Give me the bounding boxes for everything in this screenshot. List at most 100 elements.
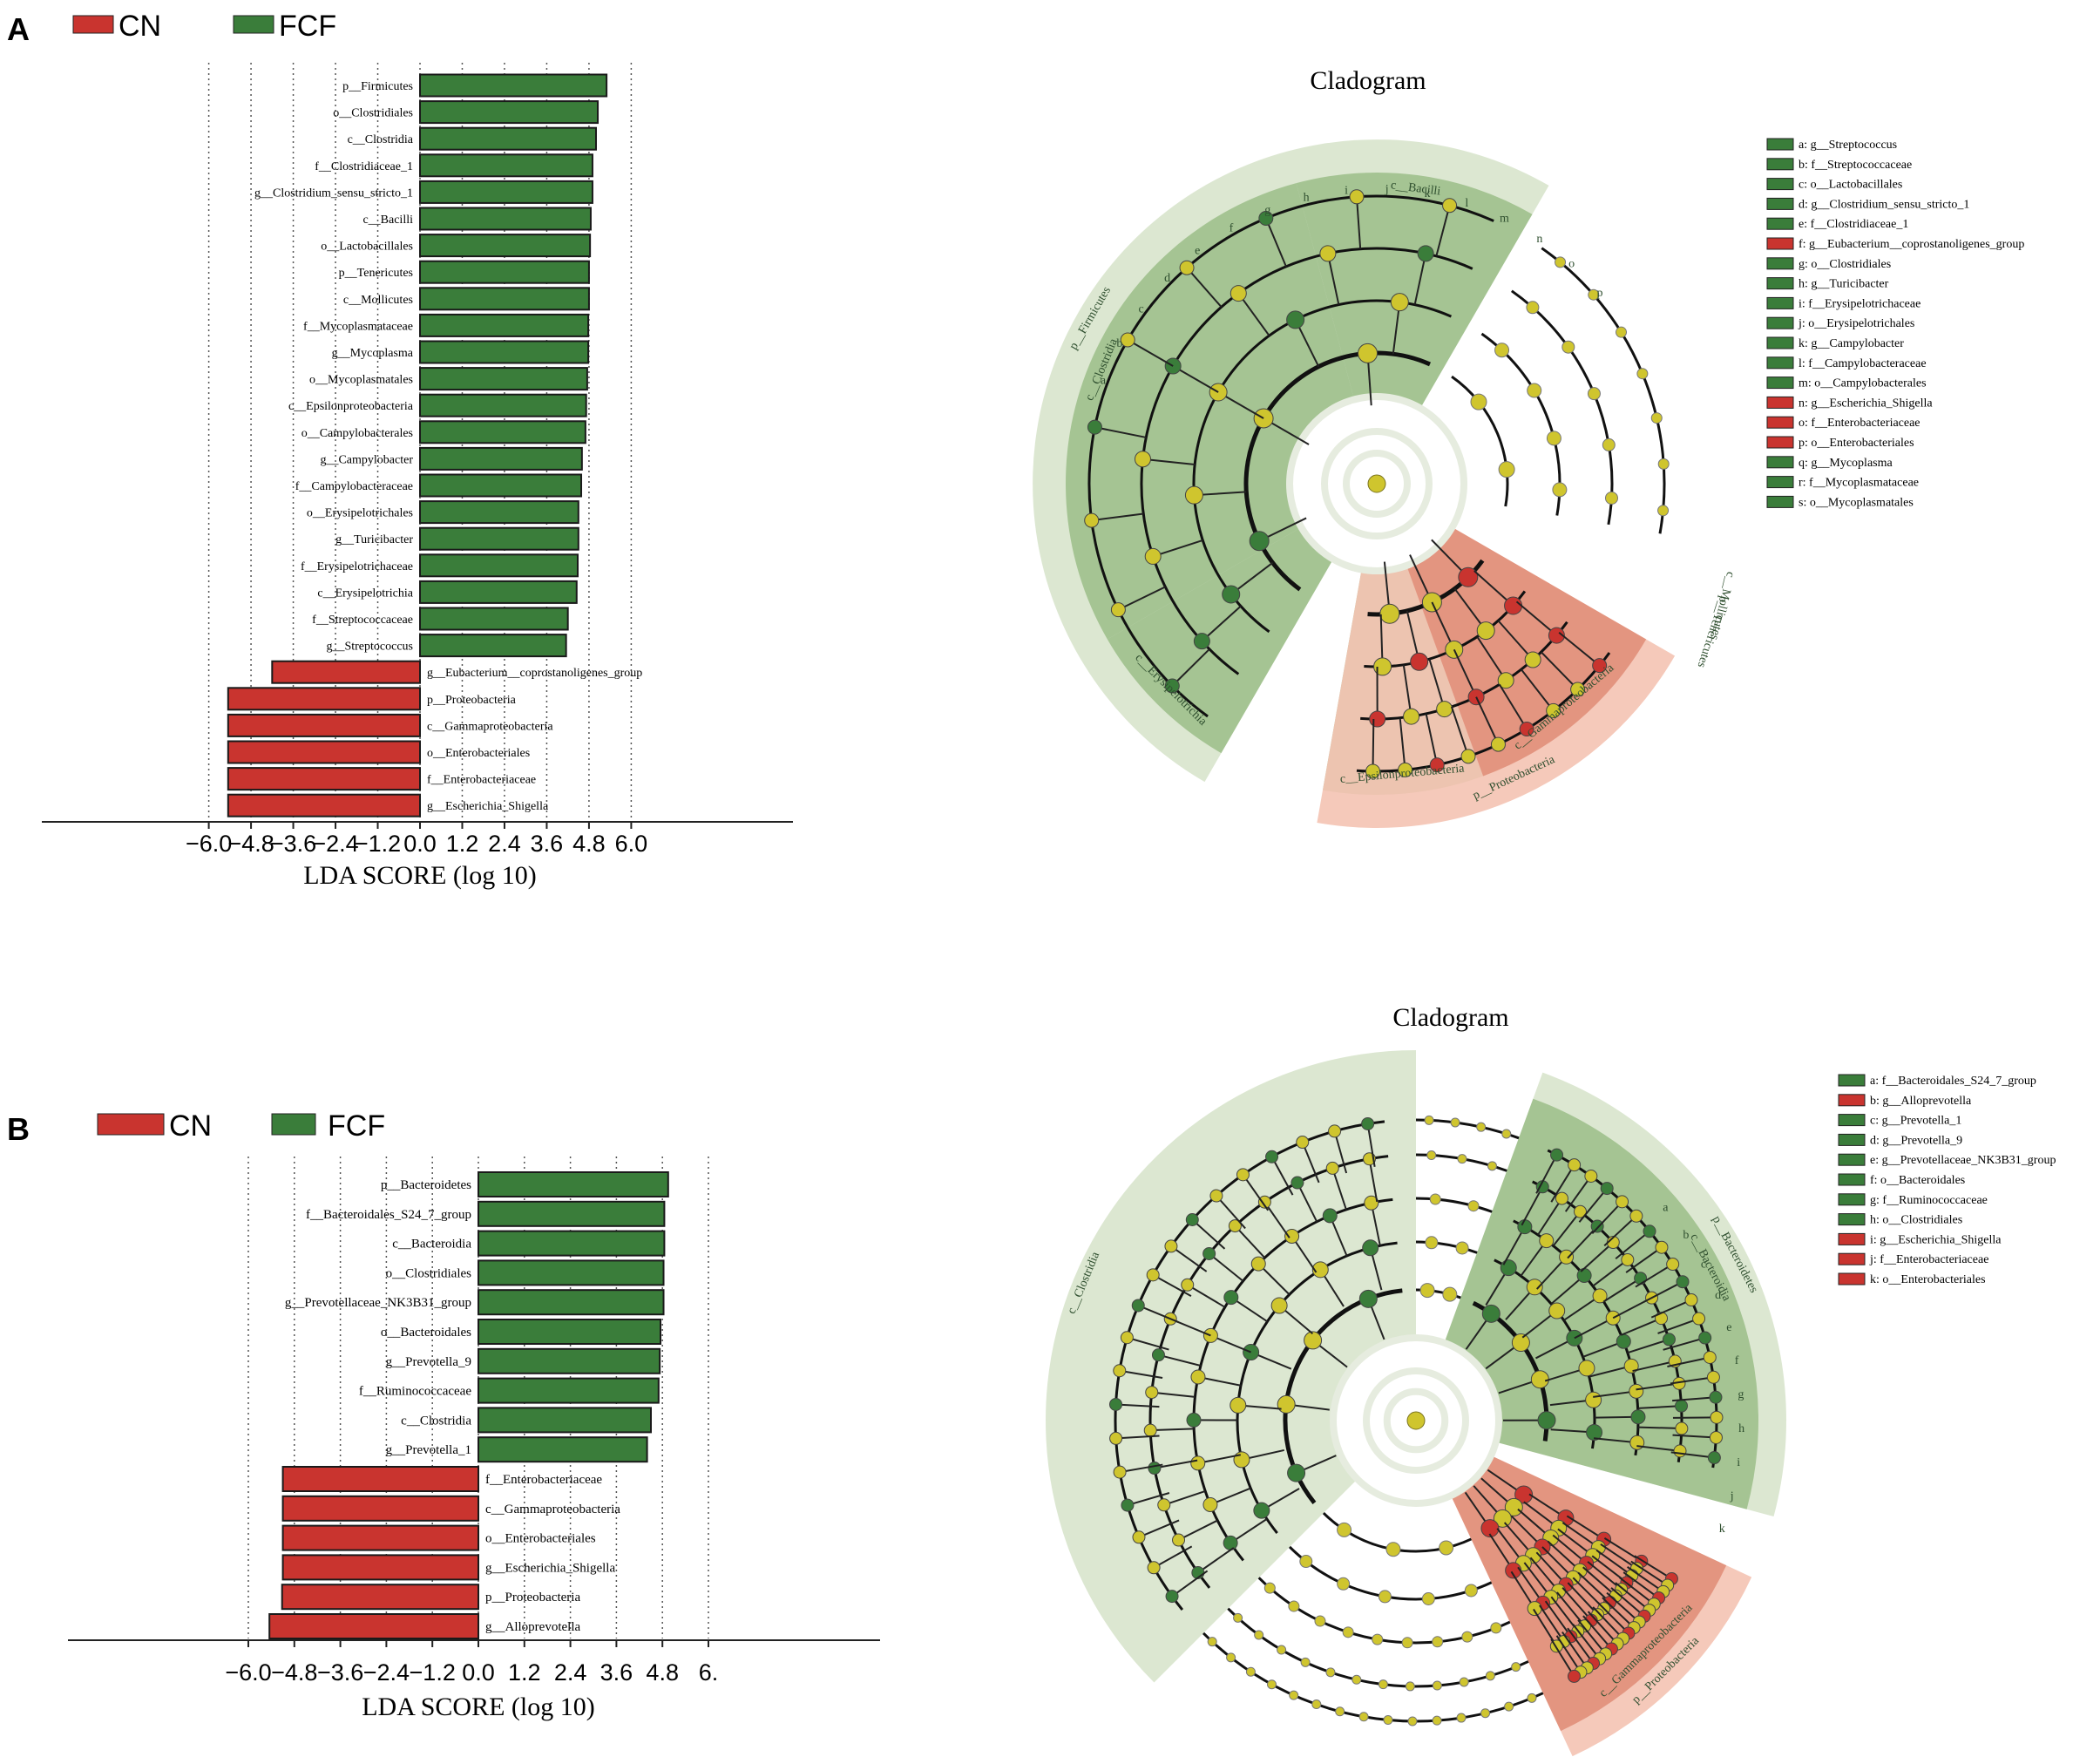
- taxon-node: [1383, 1715, 1393, 1726]
- bar: [281, 1524, 479, 1551]
- ring: [1383, 1387, 1449, 1454]
- taxon-node: [1233, 1451, 1250, 1469]
- bar-label: p__Tenericutes: [339, 267, 413, 280]
- taxon-node: [1311, 1261, 1329, 1279]
- taxon-node: [1369, 710, 1386, 728]
- branch: [1606, 1591, 1640, 1623]
- branch: [1650, 1299, 1692, 1319]
- taxon-node: [1458, 566, 1479, 587]
- branch: [1627, 1338, 1670, 1354]
- taxon-node: [1289, 1690, 1299, 1700]
- taxon-node: [1172, 1533, 1186, 1547]
- bar-label: c__Erysipelotrichia: [317, 587, 413, 600]
- branch: [1435, 205, 1451, 257]
- taxon-node: [1337, 1577, 1351, 1591]
- bar: [271, 660, 421, 684]
- branch: [1152, 1274, 1192, 1297]
- branch: [1333, 1130, 1348, 1174]
- taxon-node: [1365, 763, 1381, 779]
- taxon-node: [1254, 1630, 1264, 1640]
- taxon-node: [1277, 1394, 1296, 1414]
- taxon-node: [1590, 1219, 1604, 1233]
- taxon-node: [1616, 1195, 1629, 1209]
- bar: [419, 393, 587, 417]
- legend-swatch: [1766, 316, 1794, 329]
- branch: [1237, 292, 1270, 336]
- branch: [1475, 696, 1500, 745]
- clade-letter: l: [1465, 197, 1468, 210]
- x-tick-label: −4.8: [227, 831, 274, 857]
- branch: [1137, 1305, 1179, 1324]
- taxon-node: [1461, 1631, 1473, 1643]
- taxon-node: [1526, 301, 1540, 315]
- taxon-node: [1151, 1348, 1165, 1362]
- branch: [1667, 1356, 1710, 1367]
- branch: [1170, 1245, 1208, 1272]
- clade-sector: [1046, 1050, 1416, 1683]
- x-axis-label: LDA SCORE (log 10): [362, 1693, 595, 1721]
- branch: [1150, 1428, 1195, 1432]
- taxon-node: [1546, 431, 1561, 446]
- bar-label: f__Clostridiaceae_1: [315, 160, 413, 173]
- taxon-node: [1290, 1176, 1304, 1190]
- taxon-node: [1410, 652, 1429, 671]
- bar: [419, 580, 578, 604]
- taxon-node: [1390, 293, 1409, 312]
- bar-label: g__Alloprevotella: [485, 1620, 580, 1634]
- taxon-node: [1530, 1370, 1549, 1389]
- x-tick-label: 3.6: [600, 1659, 633, 1686]
- taxon-node: [1527, 1601, 1542, 1617]
- taxon-node: [1202, 1246, 1216, 1260]
- taxon-node: [1362, 1239, 1379, 1257]
- taxon-node: [1657, 505, 1670, 517]
- branch: [1672, 1434, 1717, 1439]
- taxon-node: [1497, 672, 1514, 689]
- branch: [1533, 1608, 1558, 1647]
- legend-entry: i: g__Escherichia_Shigella: [1870, 1233, 2002, 1246]
- branch: [1402, 664, 1412, 717]
- branch: [1564, 1175, 1592, 1212]
- ring: [1321, 428, 1433, 539]
- legend-swatch: [1838, 1153, 1866, 1166]
- x-tick-label: 1.2: [446, 831, 479, 857]
- x-tick-label: 6.: [699, 1659, 719, 1686]
- bar-label: o__Lactobacillales: [321, 241, 413, 254]
- bar-label: o__Campylobacterales: [301, 427, 413, 440]
- cladogram-title: Cladogram: [1392, 1003, 1508, 1032]
- taxon-node: [1487, 1161, 1497, 1171]
- bar: [419, 73, 608, 98]
- taxon-node: [1202, 1496, 1218, 1512]
- branch: [1498, 683, 1528, 730]
- bar-label: g__Prevotella_9: [386, 1355, 471, 1369]
- taxon-node: [1643, 1224, 1656, 1238]
- taxon-node: [1517, 1219, 1533, 1235]
- bar-label: g__Eubacterium__coprostanoligenes_group: [427, 667, 642, 680]
- branch: [1634, 1555, 1672, 1580]
- legend-swatch: [1766, 158, 1794, 171]
- taxon-node: [1703, 1350, 1717, 1364]
- taxon-node: [1432, 1636, 1444, 1648]
- branch: [1368, 1158, 1379, 1203]
- branch: [1582, 1566, 1616, 1597]
- legend-label-cn: CN: [119, 10, 161, 43]
- taxon-node: [1657, 458, 1670, 470]
- branch: [1615, 1582, 1650, 1611]
- branch: [1577, 1619, 1607, 1655]
- bar-label: g__Escherichia_Shigella: [485, 1561, 615, 1575]
- bar-label: f__Ruminococcaceae: [359, 1385, 471, 1399]
- taxon-node: [1676, 1275, 1690, 1289]
- taxon-node: [1144, 547, 1162, 565]
- taxon-node: [1113, 1364, 1127, 1378]
- branch: [1578, 1187, 1608, 1223]
- taxon-node: [1584, 1169, 1598, 1183]
- taxon-node: [1490, 1622, 1502, 1634]
- legend-entry: r: f__Mycoplasmataceae: [1799, 477, 1919, 490]
- taxon-node: [1710, 1410, 1724, 1424]
- taxon-node: [1426, 1150, 1437, 1161]
- branch: [1620, 1317, 1662, 1336]
- taxon-node: [1179, 260, 1195, 275]
- branch: [1497, 620, 1534, 661]
- ring: [1343, 450, 1411, 518]
- taxon-node: [1385, 1542, 1401, 1557]
